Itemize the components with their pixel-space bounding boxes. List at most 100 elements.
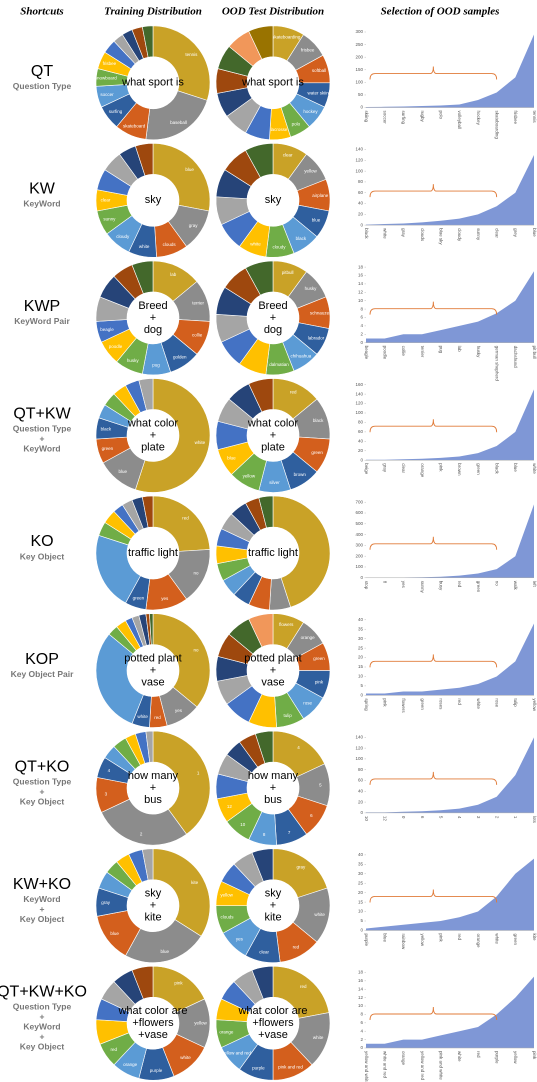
y-tick-label: 40	[358, 852, 364, 857]
x-tick-label: green	[476, 463, 481, 475]
brace	[369, 1006, 498, 1021]
shortcut-desc: Key Object	[20, 1041, 65, 1051]
y-tick-label: 14	[358, 281, 364, 286]
slice-label: tulip	[284, 713, 293, 718]
x-tick-label: lab	[457, 346, 462, 353]
x-tick-label: brown	[457, 463, 462, 476]
x-tick-label: purple	[364, 933, 369, 946]
donut-hole	[127, 997, 179, 1050]
brace	[369, 184, 498, 198]
y-tick-label: 25	[358, 645, 364, 650]
x-tick-label: green	[420, 698, 425, 710]
y-tick-label: 6	[360, 1020, 363, 1025]
slice-label: skateboard	[123, 124, 146, 129]
area	[366, 737, 534, 813]
y-tick-label: 200	[355, 553, 363, 558]
slice-label: softball	[312, 68, 326, 73]
x-tick-label: cloudy	[457, 228, 462, 242]
x-tick-label: orange	[401, 1051, 406, 1066]
x-tick-label: no	[494, 581, 499, 587]
y-tick-label: 100	[355, 80, 363, 85]
y-tick-label: 6	[360, 315, 363, 320]
slice-label: pink and red	[278, 1065, 303, 1070]
slice-label: orange	[219, 1029, 234, 1034]
x-tick-label: blue	[513, 463, 518, 472]
center-label: vase	[261, 676, 284, 688]
x-tick-label: blue	[532, 228, 537, 237]
slice-label: beagle	[100, 327, 114, 332]
y-tick-label: 0	[360, 928, 363, 933]
slice-label: white	[250, 242, 261, 247]
slice-label: gray	[297, 864, 307, 869]
slice-label: lab	[170, 272, 177, 277]
y-tick-label: 10	[358, 1003, 364, 1008]
y-tick-label: 2	[360, 1037, 363, 1042]
x-tick-label: stop	[364, 581, 369, 590]
y-tick-label: 8	[360, 1012, 363, 1017]
y-tick-label: 0	[360, 575, 363, 580]
shortcut-desc: +	[40, 1031, 45, 1041]
slice-label: yes	[175, 708, 183, 713]
center-label: what color	[127, 417, 178, 429]
center-label: what color are	[117, 1005, 187, 1017]
x-tick-label: husky	[476, 346, 481, 359]
slice-label: cloudy	[116, 234, 130, 239]
x-tick-label: pink	[438, 933, 443, 942]
center-label: how many	[128, 770, 179, 782]
shortcut-desc: KeyWord	[23, 894, 60, 904]
center-label: traffic light	[248, 547, 298, 559]
slice-label: clear	[283, 152, 293, 157]
y-tick-label: 10	[358, 674, 364, 679]
slice-label: polo	[292, 122, 301, 127]
slice-label: pug	[152, 362, 160, 367]
x-tick-label: roses	[438, 698, 443, 710]
shortcut-desc: Question Type	[13, 81, 72, 91]
slice-label: 8	[263, 832, 266, 837]
x-tick-label: 4	[457, 816, 462, 819]
center-label: dog	[144, 324, 162, 336]
center-label: kite	[264, 912, 281, 924]
center-label: +	[150, 312, 156, 324]
x-tick-label: german shepherd	[494, 346, 499, 382]
y-tick-label: 4	[360, 323, 363, 328]
x-tick-label: blue	[382, 933, 387, 942]
y-tick-label: 500	[355, 521, 363, 526]
shortcut-key: QT+KO	[15, 758, 70, 775]
x-tick-label: dachshund	[513, 346, 518, 369]
slice-label: orange	[301, 635, 316, 640]
slice-label: clouds	[163, 242, 177, 247]
area	[366, 271, 534, 343]
slice-label: red	[182, 516, 189, 521]
y-tick-label: 5	[360, 683, 363, 688]
x-tick-label: gray	[401, 228, 406, 238]
brace	[369, 419, 498, 433]
y-tick-label: 5	[360, 918, 363, 923]
y-tick-label: 12	[358, 995, 364, 1000]
x-tick-label: walk	[513, 581, 518, 591]
slice-label: blue	[185, 167, 194, 172]
slice-label: blue	[227, 456, 236, 461]
x-tick-label: 12	[382, 816, 387, 822]
slice-label: pink	[315, 680, 324, 685]
donut-hole	[127, 409, 179, 462]
y-tick-label: 140	[355, 147, 363, 152]
x-tick-label: beige	[364, 463, 369, 475]
x-tick-label: pug	[438, 346, 443, 354]
brace	[369, 536, 498, 550]
slice-label: no	[193, 648, 199, 653]
slice-label: blue	[110, 931, 119, 936]
x-tick-label: white and red	[382, 1051, 387, 1079]
slice-label: 3	[105, 791, 108, 796]
y-tick-label: 0	[360, 1045, 363, 1050]
area	[366, 504, 534, 578]
shortcut-key: QT+KW+KO	[0, 983, 87, 1000]
donut-hole	[247, 644, 299, 697]
shortcut-desc: KeyWord Pair	[14, 316, 70, 326]
x-tick-label: 10	[364, 816, 369, 822]
donut-hole	[127, 291, 179, 344]
slice-label: dalmatian	[269, 362, 289, 367]
slice-label: purple	[252, 1066, 265, 1071]
x-tick-label: white	[532, 463, 537, 474]
y-tick-label: 14	[358, 986, 364, 991]
